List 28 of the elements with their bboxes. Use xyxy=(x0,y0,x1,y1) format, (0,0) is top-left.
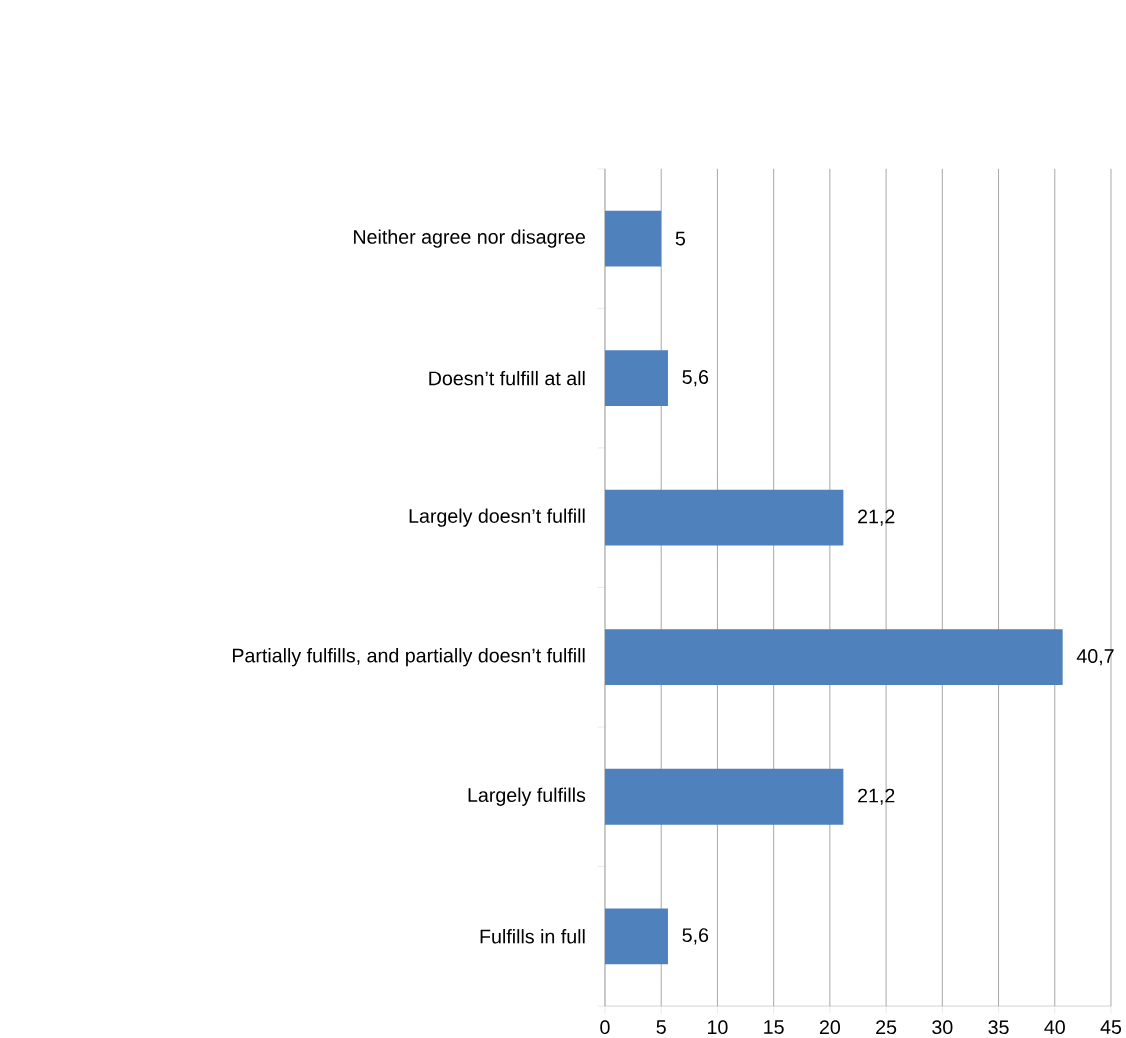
bar xyxy=(604,210,662,267)
data-label: 40,7 xyxy=(1076,649,1114,666)
bar xyxy=(604,629,1063,686)
bar xyxy=(604,350,668,406)
bar xyxy=(604,768,844,825)
y-tick-label: Neither agree nor disagree xyxy=(354,229,585,248)
y-tick-label: Fulfills in full xyxy=(480,929,585,944)
x-tick-label: 0 xyxy=(600,1020,610,1035)
x-tick-label: 45 xyxy=(1100,1020,1122,1034)
x-tick-label: 20 xyxy=(819,1020,841,1035)
x-tick-label: 15 xyxy=(764,1020,784,1034)
x-tick-label: 40 xyxy=(1044,1020,1065,1035)
x-tick-label: 5 xyxy=(656,1020,666,1034)
data-label: 21,2 xyxy=(858,788,895,805)
x-tick-label: 25 xyxy=(876,1020,897,1035)
data-label: 5,6 xyxy=(682,369,709,387)
x-tick-label: 10 xyxy=(708,1020,728,1035)
data-label: 21,2 xyxy=(858,509,895,526)
y-tick-label: Largely doesn’t fulfill xyxy=(409,508,585,527)
bar xyxy=(604,489,844,546)
x-tick-label: 35 xyxy=(988,1020,1009,1035)
bar xyxy=(604,908,668,965)
data-label: 5 xyxy=(675,231,686,246)
y-tick-label: Largely fulfills xyxy=(468,787,586,806)
y-tick-label: Doesn’t fulfill at all xyxy=(429,370,585,386)
y-tick-label: Partially fulfills, and partially doesn’t fulfill xyxy=(232,647,585,667)
data-label: 5,6 xyxy=(682,928,709,945)
x-tick-label: 30 xyxy=(932,1020,953,1035)
